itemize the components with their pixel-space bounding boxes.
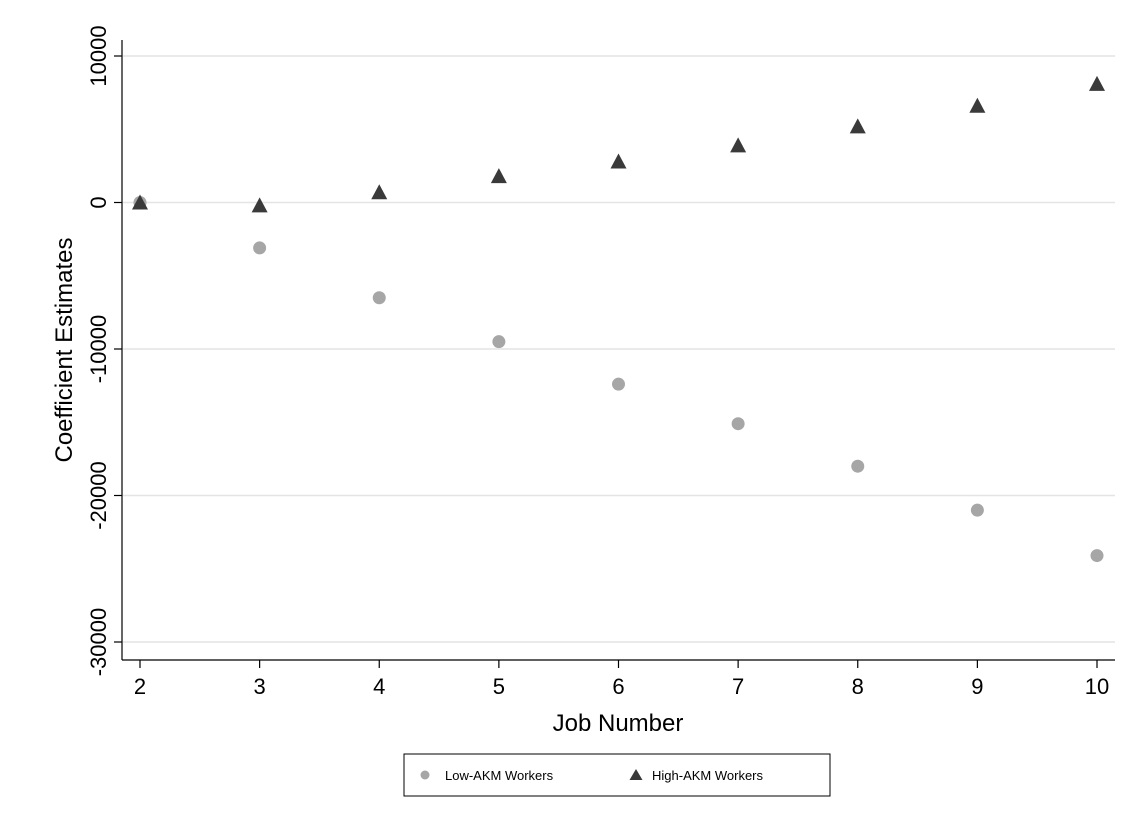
x-tick-label-2: 2 bbox=[134, 674, 146, 699]
point-low-akm-workers-5 bbox=[492, 335, 506, 349]
x-tick-label-7: 7 bbox=[732, 674, 744, 699]
point-high-akm-workers-8 bbox=[849, 118, 866, 134]
axes bbox=[121, 40, 1115, 661]
y-ticks: 10000 0 -10000 -20000 -30000 bbox=[86, 25, 122, 676]
legend-label-high-akm: High-AKM Workers bbox=[652, 768, 764, 783]
y-tick-label--30000: -30000 bbox=[86, 608, 111, 677]
point-high-akm-workers-3 bbox=[251, 197, 268, 213]
point-low-akm-workers-8 bbox=[851, 459, 865, 473]
legend-box bbox=[403, 753, 831, 797]
x-tick-label-10: 10 bbox=[1085, 674, 1109, 699]
point-high-akm-workers-9 bbox=[969, 97, 986, 113]
point-low-akm-workers-6 bbox=[612, 377, 625, 391]
x-tick-label-9: 9 bbox=[971, 674, 983, 699]
point-low-akm-workers-7 bbox=[731, 417, 745, 431]
point-high-akm-workers-5 bbox=[490, 168, 507, 184]
gridlines bbox=[123, 55, 1115, 643]
x-ticks: 2 3 4 5 6 7 8 9 10 bbox=[134, 660, 1109, 699]
legend-marker-high-akm bbox=[629, 769, 643, 780]
legend-label-low-akm: Low-AKM Workers bbox=[445, 768, 554, 783]
y-axis-title: Coefficient Estimates bbox=[51, 238, 78, 463]
point-low-akm-workers-10 bbox=[1090, 549, 1104, 563]
point-high-akm-workers-4 bbox=[371, 184, 388, 200]
point-low-akm-workers-4 bbox=[372, 291, 386, 305]
x-tick-label-3: 3 bbox=[254, 674, 266, 699]
x-tick-label-8: 8 bbox=[852, 674, 864, 699]
legend: Low-AKM Workers High-AKM Workers bbox=[403, 753, 831, 797]
x-tick-label-5: 5 bbox=[493, 674, 505, 699]
point-high-akm-workers-10 bbox=[1089, 75, 1105, 91]
y-tick-label--10000: -10000 bbox=[86, 315, 111, 384]
x-tick-label-6: 6 bbox=[612, 674, 624, 699]
point-high-akm-workers-6 bbox=[610, 153, 627, 169]
y-tick-label-10000: 10000 bbox=[86, 25, 111, 86]
point-low-akm-workers-3 bbox=[253, 241, 267, 255]
y-tick-label--20000: -20000 bbox=[86, 461, 111, 530]
point-high-akm-workers-7 bbox=[730, 137, 747, 153]
data-points bbox=[132, 75, 1105, 563]
legend-marker-low-akm bbox=[420, 770, 430, 780]
point-low-akm-workers-9 bbox=[970, 503, 984, 517]
x-axis-title: Job Number bbox=[553, 710, 684, 737]
point-high-akm-workers-2 bbox=[132, 194, 148, 210]
x-tick-label-4: 4 bbox=[373, 674, 385, 699]
y-tick-label-0: 0 bbox=[86, 196, 111, 208]
